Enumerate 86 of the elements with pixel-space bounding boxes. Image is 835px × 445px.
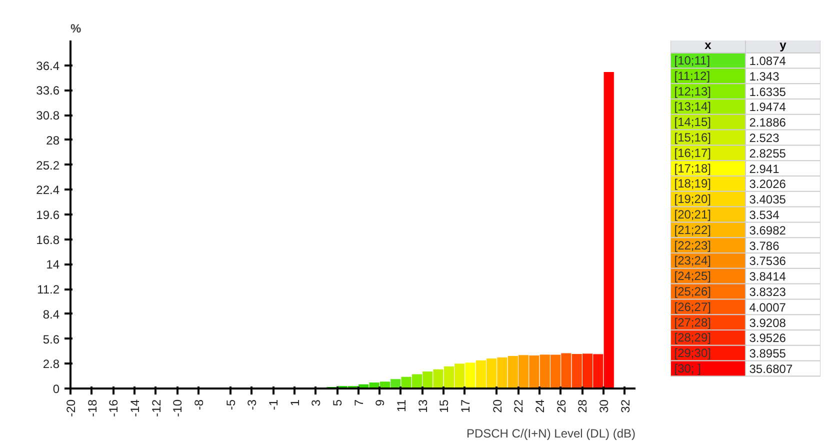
category-label: [18;19] (674, 176, 711, 191)
category-label: [26;27] (674, 300, 711, 314)
category-label: [14;15] (674, 115, 711, 130)
x-tick-label: 22 (512, 399, 526, 413)
category-label: [19;20] (674, 192, 711, 206)
y-tick-label: 16.8 (36, 232, 60, 247)
category-label: [23;24] (674, 254, 711, 268)
data-label: 35.6807 (749, 362, 793, 376)
y-axis-title: % (70, 22, 82, 36)
category-label: [27;28] (674, 315, 711, 330)
y-tick-label: 28 (46, 133, 60, 148)
x-tick-label: -1 (266, 399, 281, 410)
data-label: 3.8323 (749, 284, 786, 299)
data-label: 2.941 (749, 162, 780, 176)
data-label: 1.6335 (749, 84, 786, 99)
x-tick-label: -16 (106, 399, 121, 417)
data-label: 3.9526 (749, 331, 786, 346)
x-tick-label: -8 (192, 399, 206, 410)
data-label: 3.534 (749, 208, 780, 222)
x-tick-label: 32 (618, 399, 632, 413)
data-label: 3.4035 (749, 192, 786, 207)
y-tick-label: 25.2 (36, 158, 60, 172)
x-tick-label: 5 (330, 399, 345, 406)
category-label: [25;26] (674, 284, 711, 298)
category-label: [17;18] (674, 161, 711, 176)
data-label: 1.0874 (749, 54, 786, 68)
x-tick-label: -3 (245, 399, 260, 410)
y-tick-label: 33.6 (36, 84, 60, 98)
x-tick-label: 20 (490, 399, 504, 413)
data-label: 3.786 (749, 238, 780, 253)
y-tick-label: 22.4 (36, 183, 60, 198)
x-tick-label: 1 (288, 399, 302, 406)
category-label: [21;22] (674, 222, 711, 237)
category-label: [24;25] (674, 269, 711, 284)
text: y (780, 38, 787, 52)
x-tick-label: 11 (394, 399, 408, 412)
x-tick-label: 13 (416, 399, 430, 413)
x-tick-label: -5 (224, 399, 238, 410)
data-label: 3.6982 (749, 223, 786, 238)
x-tick-label: 30 (597, 399, 612, 413)
x-tick-label: 24 (533, 399, 548, 413)
category-label: [20;21] (674, 208, 711, 222)
x-tick-label: -10 (170, 399, 185, 417)
data-label: 1.9474 (749, 100, 786, 114)
x-tick-label: 15 (437, 399, 452, 413)
y-tick-label: 14 (46, 258, 60, 272)
text: x (704, 38, 712, 52)
data-label: 1.343 (749, 69, 780, 84)
category-label: [28;29] (674, 330, 711, 345)
y-tick-label: 11.2 (37, 282, 60, 297)
category-label: [11;12] (674, 68, 710, 83)
data-label: 2.523 (749, 131, 780, 146)
data-label: 3.2026 (749, 177, 786, 192)
x-tick-label: 3 (309, 399, 324, 406)
category-label: [13;14] (674, 100, 711, 114)
x-tick-label: -14 (128, 399, 142, 417)
y-tick-label: 19.6 (36, 208, 60, 222)
x-tick-label: -20 (64, 399, 78, 417)
x-tick-label: -18 (85, 399, 100, 417)
x-tick-label: -12 (149, 399, 164, 417)
category-label: [29;30] (674, 346, 711, 360)
data-label: 3.8414 (749, 270, 786, 284)
data-label: 3.9208 (749, 316, 786, 330)
x-tick-label: 7 (352, 399, 366, 406)
y-tick-label: 36.4 (36, 58, 60, 73)
category-label: [30; ] (674, 361, 701, 376)
data-label: 3.7536 (749, 254, 786, 268)
data-label: 3.8955 (749, 346, 786, 361)
y-tick-label: 5.6 (42, 332, 60, 346)
y-tick-label: 0 (52, 382, 60, 396)
data-label: 4.0007 (749, 300, 786, 314)
data-label: 2.1886 (749, 116, 786, 130)
category-label: [12;13] (674, 84, 711, 98)
y-tick-label: 2.8 (42, 357, 60, 372)
x-tick-label: 17 (458, 399, 472, 413)
x-tick-label: 26 (554, 399, 568, 413)
x-tick-label: 28 (576, 399, 590, 413)
category-label: [22;23] (674, 238, 711, 252)
y-tick-label: 8.4 (42, 307, 60, 322)
x-axis-title: PDSCH C/(I+N) Level (DL) (dB) (466, 426, 636, 440)
x-tick-label: 9 (373, 399, 388, 406)
category-label: [15;16] (674, 130, 711, 145)
data-label: 2.8255 (749, 146, 786, 160)
y-tick-label: 30.8 (36, 108, 60, 123)
category-label: [10;11] (674, 54, 710, 68)
category-label: [16;17] (674, 146, 711, 160)
